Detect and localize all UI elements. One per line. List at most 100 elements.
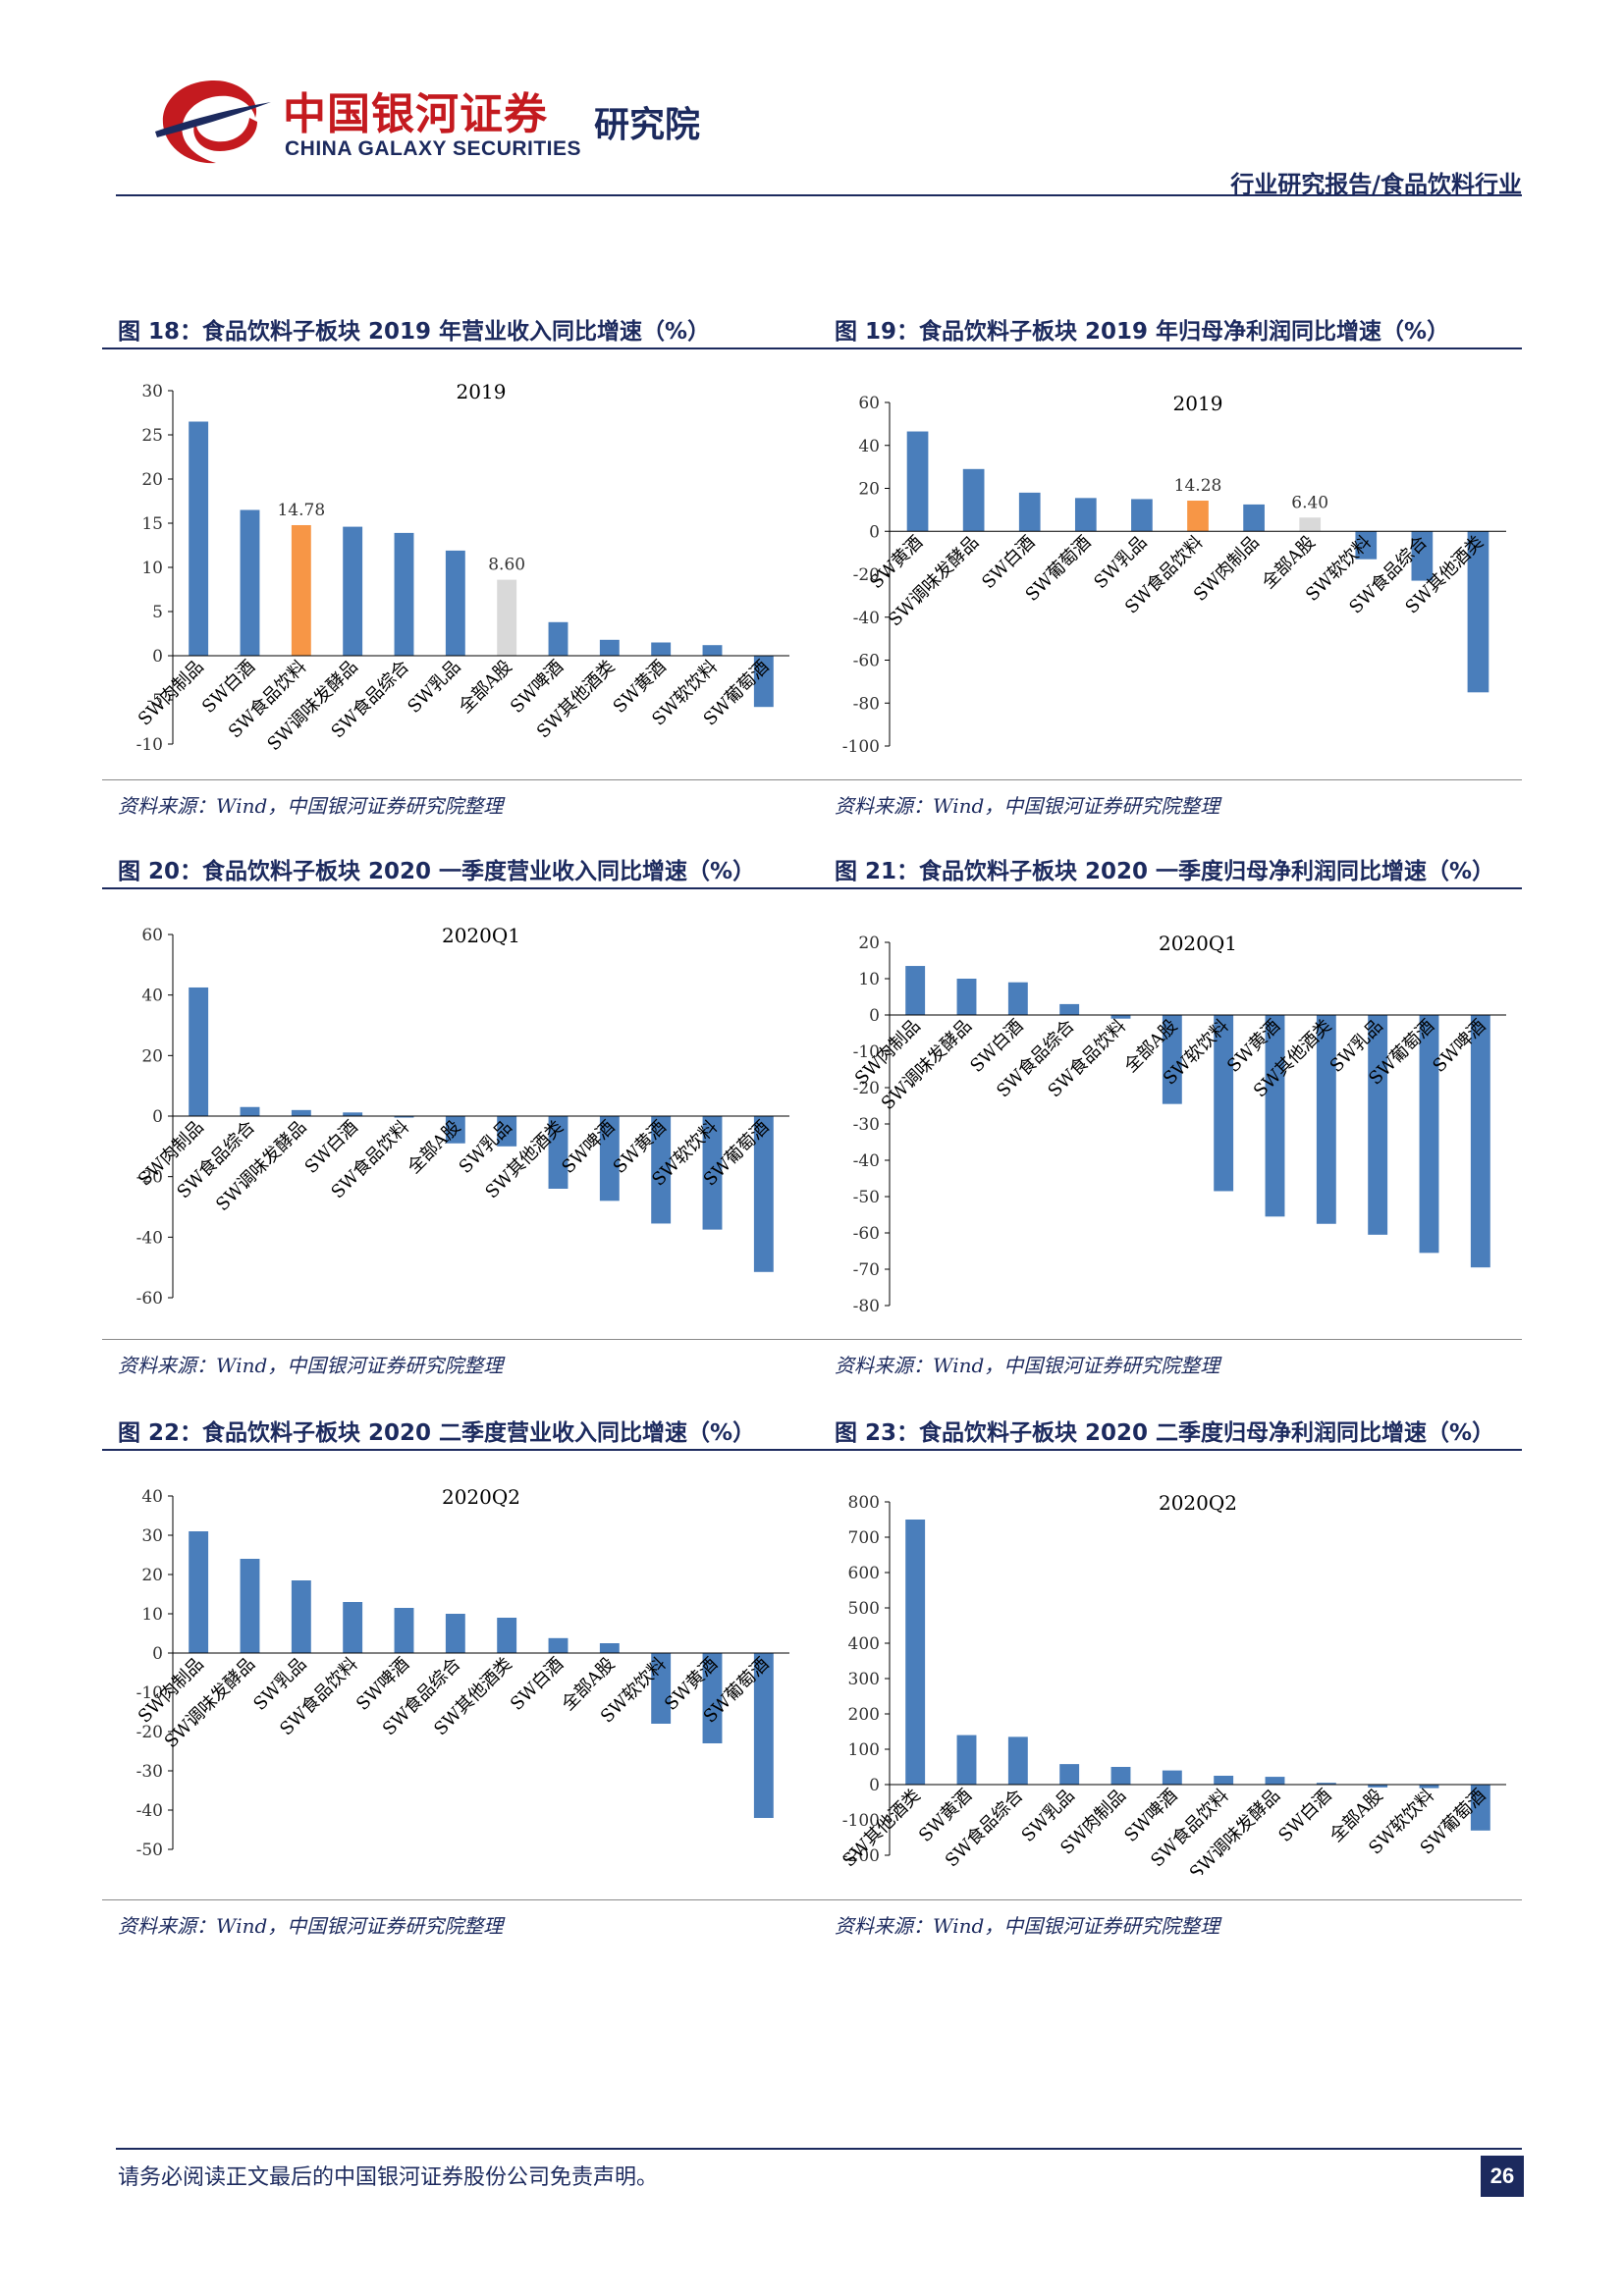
source-note: 资料来源：Wind，中国银河证券研究院整理 (118, 794, 504, 818)
y-tick-label: -60 (853, 1224, 880, 1244)
chart-title: 2020Q1 (1159, 932, 1237, 955)
bar (1470, 1015, 1490, 1268)
y-tick-label: 40 (141, 987, 163, 1006)
bar (1110, 1767, 1131, 1785)
y-tick-label: 20 (858, 934, 880, 953)
figure-caption: 图 22：食品饮料子板块 2020 二季度营业收入同比增速（%） (118, 1420, 756, 1446)
y-tick-label: -40 (853, 609, 880, 628)
category-label: SW调味发酵品 (161, 1654, 259, 1752)
source-note: 资料来源：Wind，中国银河证券研究院整理 (118, 1914, 504, 1938)
chart: -200 -100 0 100 200 300 400 500 600 700 800 2020Q2 S… (819, 1472, 1526, 1884)
y-tick-label: 600 (848, 1564, 880, 1583)
bar (1243, 504, 1265, 532)
bar (497, 1116, 517, 1147)
category-label: SW乳品 (404, 657, 464, 718)
figure-caption: 图 18：食品饮料子板块 2019 年营业收入同比增速（%） (118, 319, 711, 345)
bar (1467, 531, 1489, 693)
figure-caption: 图 20：食品饮料子板块 2020 一季度营业收入同比增速（%） (118, 859, 756, 884)
y-tick-label: -80 (853, 694, 880, 714)
bar (1368, 1785, 1388, 1788)
chart-title: 2020Q2 (1159, 1491, 1237, 1515)
bar (956, 1735, 977, 1785)
category-label: SW白酒 (1274, 1786, 1335, 1846)
caption-rule (102, 1449, 1522, 1451)
y-tick-label: 0 (152, 647, 163, 667)
logo-name-en: CHINA GALAXY SECURITIES (285, 137, 582, 160)
bar (651, 642, 672, 656)
y-tick-label: 10 (141, 559, 163, 578)
y-tick-label: -30 (136, 1762, 163, 1782)
y-tick-label: 100 (848, 1740, 880, 1760)
y-tick-label: -40 (853, 1151, 880, 1171)
y-tick-label: 20 (858, 480, 880, 500)
source-note: 资料来源：Wind，中国银河证券研究院整理 (835, 1914, 1220, 1938)
y-tick-label: -20 (136, 1723, 163, 1742)
y-tick-label: 10 (858, 970, 880, 989)
bar (394, 1116, 414, 1118)
data-label: 14.78 (277, 501, 325, 520)
bar (189, 987, 209, 1116)
bar (906, 431, 929, 532)
y-tick-label: 0 (869, 1776, 880, 1795)
bar (702, 1116, 723, 1230)
bar (956, 979, 977, 1015)
bar (599, 1643, 620, 1653)
bar (1419, 1785, 1439, 1789)
bar (905, 1520, 926, 1785)
chart-title: 2020Q1 (442, 924, 520, 947)
category-label: SW调味发酵品 (212, 1117, 310, 1215)
data-label: 14.28 (1174, 476, 1222, 496)
y-tick-label: 40 (141, 1487, 163, 1507)
bar (1265, 1015, 1285, 1217)
chart: -100 -80 -60 -40 -20 0 20 40 60 2019 SW黄酒 SW调味发酵品 SW… (819, 373, 1526, 770)
source-rule (102, 1899, 1522, 1900)
footer-rule (116, 2148, 1522, 2150)
page-number: 26 (1481, 2156, 1524, 2197)
category-label: 全部A股 (455, 657, 515, 718)
bar (599, 1116, 620, 1201)
chart-title: 2019 (1173, 392, 1223, 415)
bar (651, 1653, 672, 1724)
source-note: 资料来源：Wind，中国银河证券研究院整理 (835, 1354, 1220, 1377)
bar (1214, 1015, 1234, 1192)
chart: -50 -40 -30 -20 -10 0 10 20 30 40 2020Q2 SW肉制品 SW调味发… (102, 1467, 809, 1873)
y-tick-label: 20 (141, 1046, 163, 1066)
bar (753, 1653, 774, 1818)
bar (1214, 1776, 1234, 1785)
y-tick-label: -40 (136, 1228, 163, 1248)
y-tick-label: 200 (848, 1705, 880, 1725)
bar (394, 532, 414, 656)
galaxy-logo-icon (155, 80, 271, 164)
y-tick-label: 60 (858, 394, 880, 413)
y-tick-label: 60 (141, 926, 163, 945)
y-tick-label: -50 (853, 1188, 880, 1207)
bar (445, 1116, 465, 1144)
bar (240, 509, 260, 656)
bar (343, 1112, 363, 1116)
bar (240, 1106, 260, 1116)
bar (291, 1580, 311, 1653)
bar (702, 645, 723, 656)
figure-caption: 图 19：食品饮料子板块 2019 年归母净利润同比增速（%） (835, 319, 1450, 345)
bar (1355, 531, 1378, 560)
y-tick-label: 0 (869, 1006, 880, 1026)
y-tick-label: -100 (842, 737, 880, 757)
report-type: 行业研究报告/食品饮料行业 (1230, 171, 1522, 198)
y-tick-label: 30 (141, 1526, 163, 1546)
bar (445, 550, 465, 656)
y-tick-label: 400 (848, 1634, 880, 1654)
header: 中国银河证券 CHINA GALAXY SECURITIES 研究院 (116, 59, 754, 187)
bar (599, 639, 620, 656)
y-tick-label: -10 (136, 735, 163, 755)
figure-caption: 图 21：食品饮料子板块 2020 一季度归母净利润同比增速（%） (835, 859, 1495, 884)
y-tick-label: 0 (152, 1107, 163, 1127)
bar (548, 1637, 568, 1653)
bar (189, 1531, 209, 1653)
y-tick-label: 500 (848, 1599, 880, 1619)
bar (1470, 1785, 1490, 1831)
y-tick-label: 40 (858, 437, 880, 456)
